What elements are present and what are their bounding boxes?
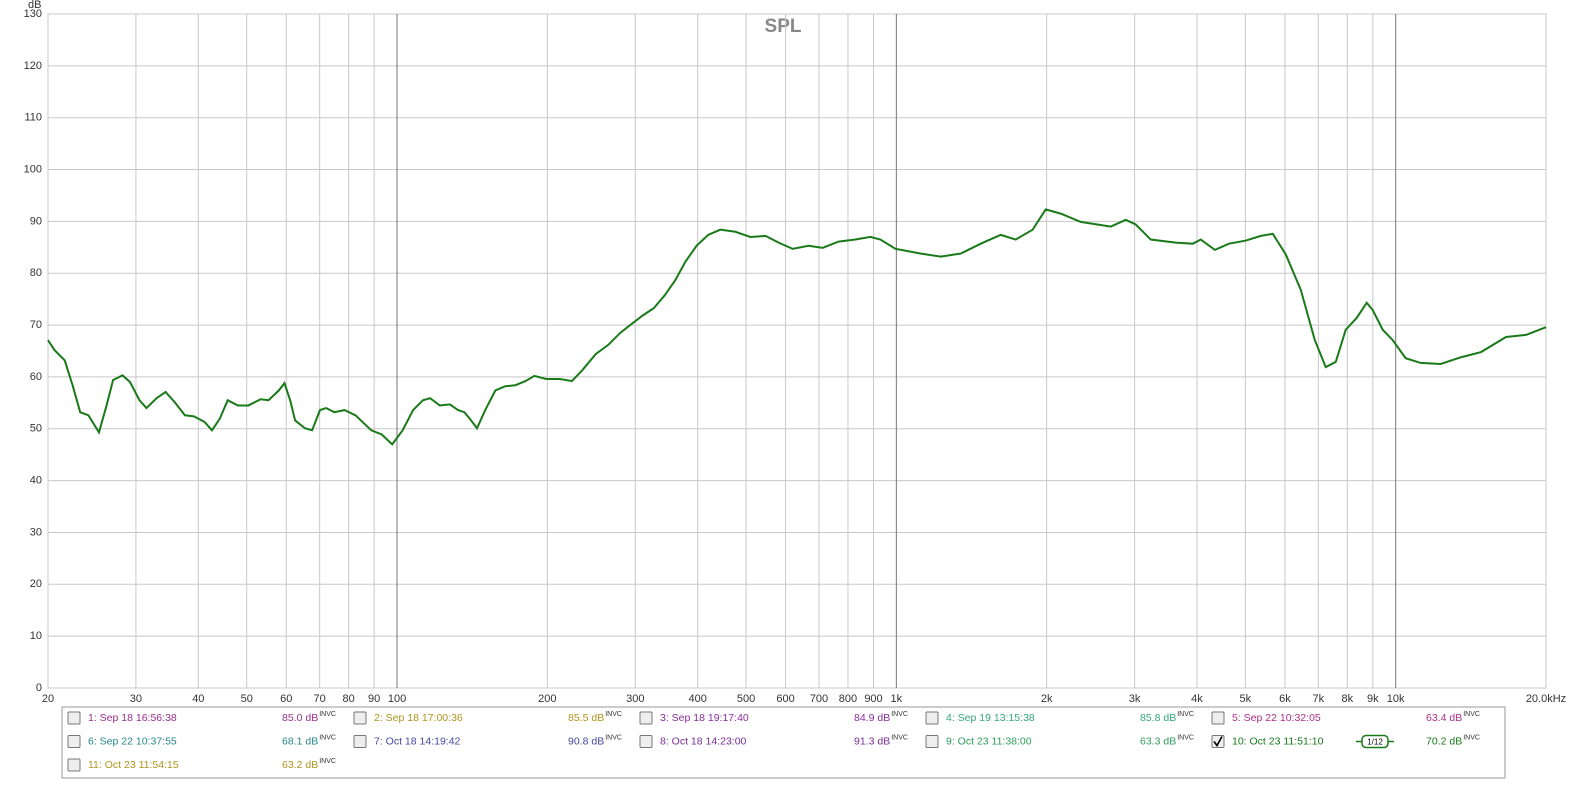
legend-tag: INVC <box>319 711 336 718</box>
legend-name: 11: Oct 23 11:54:15 <box>88 759 179 771</box>
checkbox[interactable] <box>925 711 939 725</box>
legend-level: 91.3 dB <box>854 735 890 747</box>
x-tick-label: 9k <box>1367 693 1379 705</box>
chart-title: SPL <box>765 16 802 37</box>
y-tick-label: 20 <box>30 578 42 590</box>
legend <box>61 706 1506 779</box>
y-axis-label: dB <box>28 0 41 11</box>
x-tick-label: 500 <box>737 693 755 705</box>
legend-level: 63.2 dB <box>282 759 318 771</box>
y-tick-label: 40 <box>30 475 42 487</box>
x-tick-label: 6k <box>1279 693 1291 705</box>
y-tick-label: 70 <box>30 319 42 331</box>
legend-name: 5: Sep 22 10:32:05 <box>1232 712 1321 724</box>
checkbox[interactable] <box>67 711 81 725</box>
legend-level: 63.3 dB <box>1140 735 1176 747</box>
legend-name: 1: Sep 18 16:56:38 <box>88 712 177 724</box>
y-tick-label: 100 <box>24 163 42 175</box>
x-tick-label: 80 <box>343 693 355 705</box>
x-tick-label: 100 <box>388 693 406 705</box>
x-tick-label: 10k <box>1387 693 1405 705</box>
x-tick-label: 800 <box>839 693 857 705</box>
legend-name: 9: Oct 23 11:38:00 <box>946 735 1032 747</box>
y-tick-label: 120 <box>24 60 42 72</box>
y-tick-label: 30 <box>30 526 42 538</box>
legend-name: 6: Sep 22 10:37:55 <box>88 735 177 747</box>
legend-name: 4: Sep 19 13:15:38 <box>946 712 1035 724</box>
x-tick-label: 3k <box>1129 693 1141 705</box>
y-tick-label: 60 <box>30 371 42 383</box>
y-tick-label: 10 <box>30 630 42 642</box>
x-tick-label: 40 <box>192 693 204 705</box>
legend-name: 2: Sep 18 17:00:36 <box>374 712 463 724</box>
checkbox[interactable] <box>353 735 367 748</box>
legend-name: 10: Oct 23 11:51:10 <box>1232 735 1324 747</box>
y-tick-label: 0 <box>36 682 42 694</box>
x-tick-label: 300 <box>626 693 644 705</box>
legend-level: 68.1 dB <box>282 735 318 747</box>
legend-name: 3: Sep 18 19:17:40 <box>660 712 749 724</box>
x-tick-label: 5k <box>1240 693 1252 705</box>
legend-tag: INVC <box>1177 711 1194 718</box>
legend-level: 70.2 dB <box>1426 735 1462 747</box>
legend-tag: INVC <box>605 711 622 718</box>
legend-tag: INVC <box>891 734 908 741</box>
legend-name: 7: Oct 18 14:19:42 <box>374 735 461 747</box>
legend-level: 85.8 dB <box>1140 712 1176 724</box>
checkbox[interactable] <box>67 735 81 748</box>
x-tick-label: 200 <box>538 693 556 705</box>
legend-tag: INVC <box>1463 734 1480 741</box>
y-tick-label: 110 <box>24 112 42 124</box>
x-tick-label: 50 <box>241 693 253 705</box>
x-tick-label: 400 <box>688 693 706 705</box>
x-tick-label: 600 <box>776 693 794 705</box>
legend-level: 85.5 dB <box>568 712 604 724</box>
smoothing-label: 1/12 <box>1367 738 1383 747</box>
y-tick-label: 130 <box>24 8 42 20</box>
x-tick-label: 7k <box>1313 693 1325 705</box>
x-tick-label: 90 <box>368 693 380 705</box>
y-tick-label: 80 <box>30 267 42 279</box>
legend-name: 8: Oct 18 14:23:00 <box>660 735 747 747</box>
y-tick-label: 90 <box>30 215 42 227</box>
legend-level: 63.4 dB <box>1426 712 1462 724</box>
x-tick-label: 60 <box>280 693 292 705</box>
grid <box>47 13 1547 689</box>
legend-tag: INVC <box>1177 734 1194 741</box>
checkmark <box>1213 736 1223 747</box>
checkbox[interactable] <box>639 711 653 725</box>
checkbox[interactable] <box>67 758 81 772</box>
checkbox[interactable] <box>925 735 939 748</box>
x-tick-label: 70 <box>314 693 326 705</box>
checkbox[interactable] <box>353 711 367 725</box>
x-tick-label: 8k <box>1341 693 1353 705</box>
x-tick-label: 2k <box>1041 693 1053 705</box>
legend-tag: INVC <box>319 758 336 765</box>
checkbox[interactable] <box>639 735 653 748</box>
x-tick-label: 20 <box>42 693 54 705</box>
x-tick-label: 1k <box>891 693 903 705</box>
legend-tag: INVC <box>605 734 622 741</box>
legend-tag: INVC <box>319 734 336 741</box>
x-tick-label: 700 <box>810 693 828 705</box>
legend-level: 84.9 dB <box>854 712 890 724</box>
x-tick-label: 20.0kHz <box>1526 693 1566 705</box>
checkbox[interactable] <box>1211 711 1225 725</box>
y-tick-label: 50 <box>30 423 42 435</box>
data-line <box>47 208 1547 446</box>
plot-area <box>47 13 1547 689</box>
legend-level: 85.0 dB <box>282 712 318 724</box>
x-tick-label: 900 <box>864 693 882 705</box>
legend-tag: INVC <box>891 711 908 718</box>
legend-level: 90.8 dB <box>568 735 604 747</box>
legend-tag: INVC <box>1463 711 1480 718</box>
x-tick-label: 4k <box>1191 693 1203 705</box>
x-tick-label: 30 <box>130 693 142 705</box>
